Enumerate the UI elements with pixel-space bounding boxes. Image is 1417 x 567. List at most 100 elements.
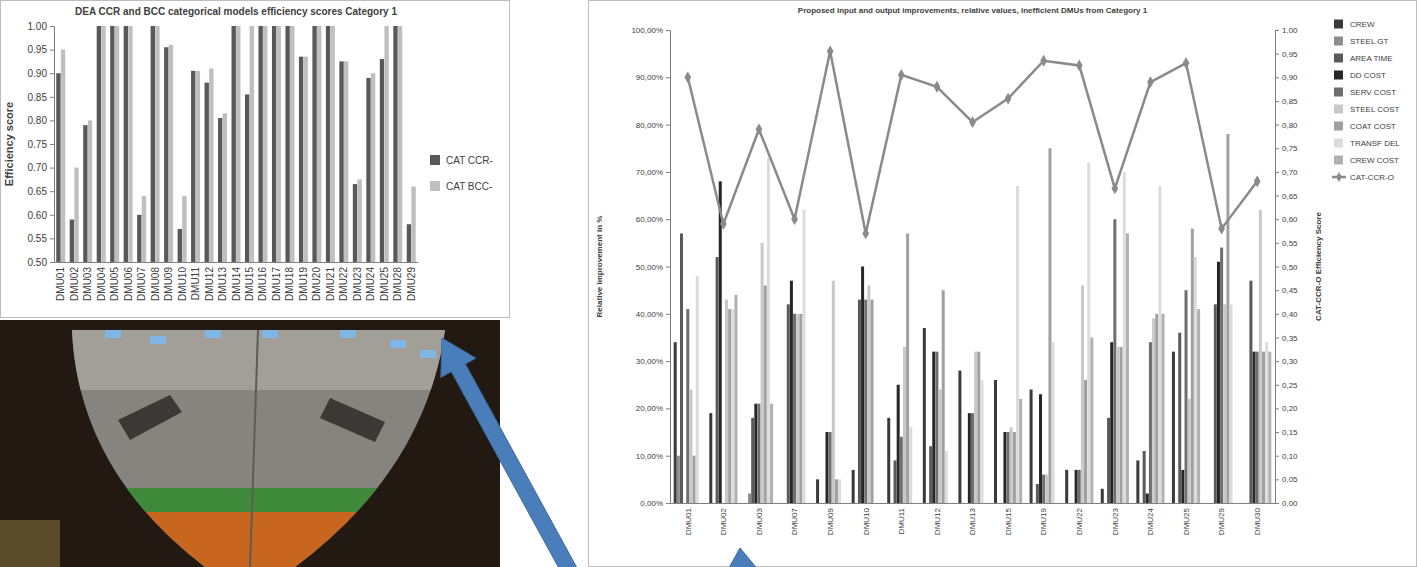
bar-series	[680, 233, 1252, 503]
bar	[178, 229, 182, 262]
y2-tick-label: 0,55	[1282, 239, 1298, 248]
y2-tick: 0,70	[1275, 168, 1298, 177]
x-tick-label: DMU14	[231, 267, 242, 301]
bar	[304, 57, 308, 262]
line-marker	[1147, 76, 1154, 88]
legend-item: CAT-CCR-O	[1332, 172, 1394, 182]
bar	[751, 418, 754, 503]
bar	[1016, 186, 1019, 503]
x-tick: DMU29	[1217, 507, 1226, 535]
bar	[1090, 337, 1093, 503]
bar	[1162, 314, 1165, 503]
line-marker	[969, 116, 976, 128]
bar	[317, 26, 321, 262]
y-tick-mark	[50, 168, 54, 169]
bar	[962, 503, 965, 504]
hull-green-band	[0, 488, 500, 512]
bar	[1172, 352, 1175, 503]
bar	[393, 26, 397, 262]
y-tick-label: 0.90	[28, 68, 48, 79]
x-tick-label: DMU01	[684, 507, 693, 535]
bar	[712, 503, 715, 504]
bar	[693, 456, 696, 503]
x-tick-label: DMU09	[826, 507, 835, 535]
bar	[894, 460, 897, 503]
x-tick: DMU23	[1111, 507, 1120, 535]
y-tick: 100,00%	[631, 26, 670, 35]
bar	[83, 125, 87, 262]
x-tick-label: DMU03	[755, 507, 764, 535]
bar	[799, 314, 802, 503]
y2-tick-mark	[1275, 456, 1279, 457]
bar	[223, 113, 227, 262]
y2-tick: 0,00	[1275, 499, 1298, 508]
y2-tick-label: 0,85	[1282, 97, 1298, 106]
bar	[1113, 219, 1116, 503]
bar	[942, 290, 945, 503]
bar-series	[56, 26, 411, 262]
bar	[411, 186, 415, 262]
y-tick-label: 0.65	[28, 186, 48, 197]
bar	[245, 94, 249, 262]
bar	[796, 314, 799, 503]
y2-tick-label: 0,60	[1282, 215, 1298, 224]
axis-line	[671, 503, 1276, 504]
y-tick-label: 10,00%	[636, 452, 663, 461]
bar	[371, 73, 375, 262]
bar	[339, 61, 343, 262]
x-tick-label: DMU03	[82, 267, 93, 301]
bar	[407, 224, 411, 262]
bar	[709, 413, 712, 503]
legend-label: STEEL GT	[1350, 37, 1388, 46]
x-tick: DMU19	[298, 267, 309, 301]
plot-marks	[674, 45, 1272, 503]
window-light	[262, 330, 278, 338]
line-marker	[1111, 183, 1118, 195]
y2-tick: 0,95	[1275, 50, 1298, 59]
bar	[1188, 399, 1191, 503]
legend-swatch	[1334, 156, 1343, 165]
y2-tick-mark	[1275, 267, 1279, 268]
bar	[56, 73, 60, 262]
bar	[1039, 394, 1042, 503]
y-tick: 1.00	[28, 21, 54, 32]
x-tick: DMU06	[123, 267, 134, 301]
y2-tick-label: 0,65	[1282, 192, 1298, 201]
x-tick: DMU08	[150, 267, 161, 301]
line-marker	[898, 69, 905, 81]
x-tick-label: DMU15	[1004, 507, 1013, 535]
y-tick: 0.75	[28, 139, 54, 150]
line-marker	[934, 81, 941, 93]
y-tick: 60,00%	[636, 215, 670, 224]
x-tick: DMU02	[69, 267, 80, 301]
x-tick-label: DMU13	[217, 267, 228, 301]
x-tick: DMU15	[1004, 507, 1013, 535]
y2-tick-mark	[1275, 101, 1279, 102]
y-tick-label: 100,00%	[631, 26, 663, 35]
x-tick-label: DMU10	[862, 507, 871, 535]
y-tick-label: 0.75	[28, 139, 48, 150]
y-tick-mark	[50, 238, 54, 239]
x-tick-label: DMU08	[150, 267, 161, 301]
bar	[1155, 314, 1158, 503]
bar	[926, 503, 929, 504]
y-tick-mark	[666, 267, 670, 268]
y-tick-label: 70,00%	[636, 168, 663, 177]
bar	[1126, 233, 1129, 503]
legend-swatch	[1334, 37, 1343, 46]
bar	[272, 26, 276, 262]
bar	[1214, 304, 1217, 503]
y-tick-label: 90,00%	[636, 73, 663, 82]
bar	[1075, 470, 1078, 503]
bar	[1030, 389, 1033, 503]
y2-tick-mark	[1275, 385, 1279, 386]
legend-label: TRANSF DEL	[1350, 139, 1400, 148]
chart-title: DEA CCR and BCC categorical models effic…	[75, 6, 397, 17]
y-tick-label: 0,00%	[640, 499, 663, 508]
bar	[877, 503, 880, 504]
y-tick-label: 0.85	[28, 92, 48, 103]
legend-label: CAT CCR-	[446, 155, 493, 166]
y2-tick-label: 0,20	[1282, 404, 1298, 413]
x-tick-label: DMU18	[284, 267, 295, 301]
bar	[900, 437, 903, 503]
